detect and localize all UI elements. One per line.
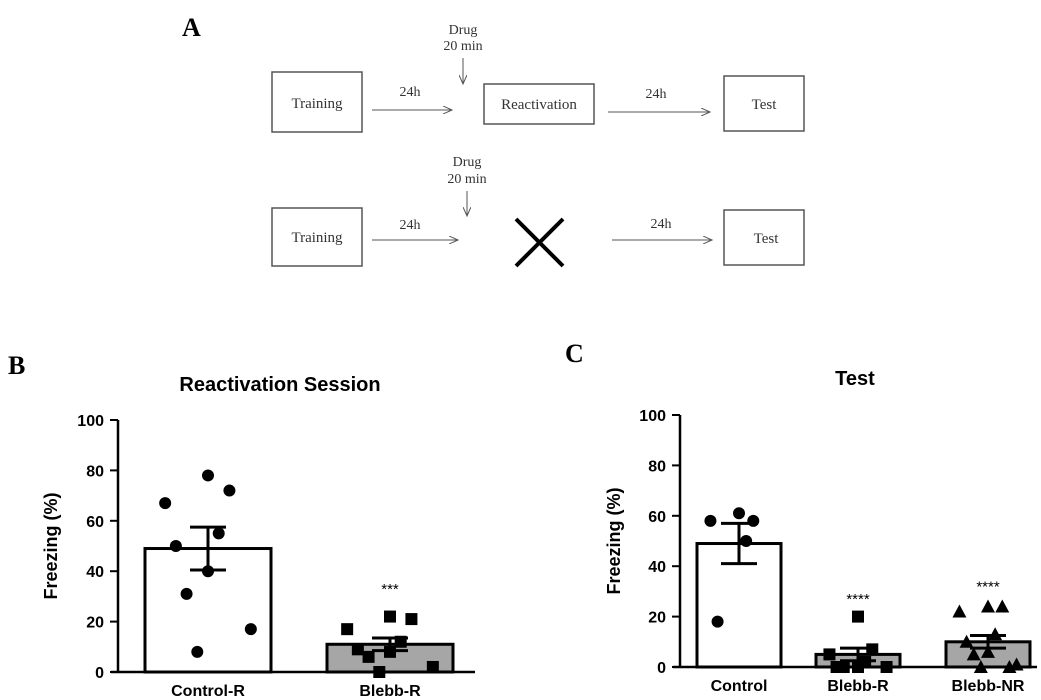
- significance-label: ****: [976, 579, 1000, 596]
- data-point: [988, 627, 1003, 641]
- data-point: [180, 587, 193, 600]
- interval-label: 24h: [646, 87, 667, 102]
- x-category-label: Blebb-R: [359, 683, 421, 700]
- chart-title: Reactivation Session: [179, 374, 380, 396]
- significance-label: ****: [846, 591, 870, 608]
- data-point: [837, 661, 850, 673]
- data-point: [426, 660, 439, 673]
- protocol-row-2: Training 24h Drug 20 min 24h Test: [271, 155, 805, 268]
- data-point: [966, 647, 981, 661]
- x-category-label: Control-R: [171, 683, 245, 700]
- significance-label: ***: [381, 581, 399, 598]
- data-point: [341, 623, 354, 636]
- training-box-label: Training: [291, 230, 343, 246]
- y-tick-label: 0: [95, 665, 104, 682]
- drug-duration-label: 20 min: [447, 172, 486, 187]
- data-point: [740, 535, 753, 547]
- test-box-label: Test: [754, 231, 780, 247]
- y-tick-label: 80: [86, 463, 104, 480]
- chart-title: Test: [835, 368, 875, 390]
- chart-test: Test Freezing (%) 0 20 40 60 80 100 Control Ble…: [604, 368, 1037, 695]
- data-point: [852, 661, 864, 673]
- data-point: [852, 610, 864, 623]
- y-tick-label: 80: [648, 458, 666, 475]
- data-point: [191, 645, 204, 658]
- test-box: [723, 75, 805, 132]
- panel-label-a: A: [182, 13, 201, 42]
- test-box-label: Test: [752, 97, 778, 113]
- drug-label: Drug: [453, 155, 482, 170]
- x-category-label: Blebb-R: [827, 678, 889, 695]
- data-point: [202, 565, 214, 578]
- reactivation-box: [483, 83, 595, 125]
- y-tick-label: 100: [77, 413, 104, 430]
- data-point: [223, 484, 236, 497]
- data-point: [981, 644, 995, 658]
- reactivation-box-label: Reactivation: [501, 97, 577, 113]
- data-point: [373, 666, 386, 678]
- data-point: [959, 634, 974, 648]
- y-axis-label: Freezing (%): [41, 492, 61, 599]
- y-tick-label: 100: [639, 408, 666, 425]
- data-point: [995, 599, 1010, 613]
- y-tick-label: 60: [86, 514, 104, 531]
- panel-label-b: B: [8, 351, 25, 380]
- interval-label: 24h: [400, 85, 421, 100]
- data-point: [704, 514, 717, 527]
- no-reactivation-cross-icon: [514, 217, 565, 268]
- data-point: [405, 613, 418, 626]
- drug-label: Drug: [449, 23, 478, 38]
- data-point: [351, 643, 364, 656]
- test-box: [723, 209, 805, 266]
- y-tick-label: 40: [86, 564, 104, 581]
- data-point: [1002, 660, 1017, 673]
- data-point: [880, 661, 893, 673]
- training-box: [271, 207, 363, 267]
- y-tick-label: 20: [86, 615, 104, 632]
- data-point: [394, 635, 407, 648]
- data-point: [212, 527, 225, 540]
- interval-label: 24h: [651, 217, 672, 232]
- data-point: [384, 610, 396, 623]
- y-tick-label: 40: [648, 559, 666, 576]
- data-point: [952, 604, 967, 618]
- protocol-row-1: Training 24h Drug 20 min Reactivation 24…: [271, 23, 805, 133]
- y-axis-label: Freezing (%): [604, 487, 624, 594]
- data-point: [981, 599, 995, 613]
- y-tick-label: 20: [648, 610, 666, 627]
- data-point: [866, 643, 879, 656]
- data-point: [711, 615, 724, 628]
- data-point: [973, 660, 988, 673]
- x-category-label: Blebb-NR: [952, 678, 1025, 695]
- data-point: [244, 623, 257, 636]
- interval-label: 24h: [400, 218, 421, 233]
- drug-duration-label: 20 min: [443, 39, 482, 54]
- y-tick-label: 60: [648, 509, 666, 526]
- chart-reactivation-session: Reactivation Session Freezing (%) 0 20 40 6…: [41, 374, 475, 700]
- data-point: [823, 648, 836, 661]
- bar: [695, 542, 783, 669]
- data-point: [747, 514, 760, 527]
- data-point: [202, 469, 214, 482]
- x-category-label: Control: [711, 678, 768, 695]
- data-point: [384, 645, 396, 658]
- training-box: [271, 71, 363, 133]
- data-point: [159, 497, 172, 510]
- data-point: [733, 507, 745, 520]
- y-tick-label: 0: [657, 660, 666, 677]
- data-point: [362, 650, 375, 663]
- data-point: [169, 540, 182, 552]
- training-box-label: Training: [291, 96, 343, 112]
- panel-label-c: C: [565, 339, 584, 368]
